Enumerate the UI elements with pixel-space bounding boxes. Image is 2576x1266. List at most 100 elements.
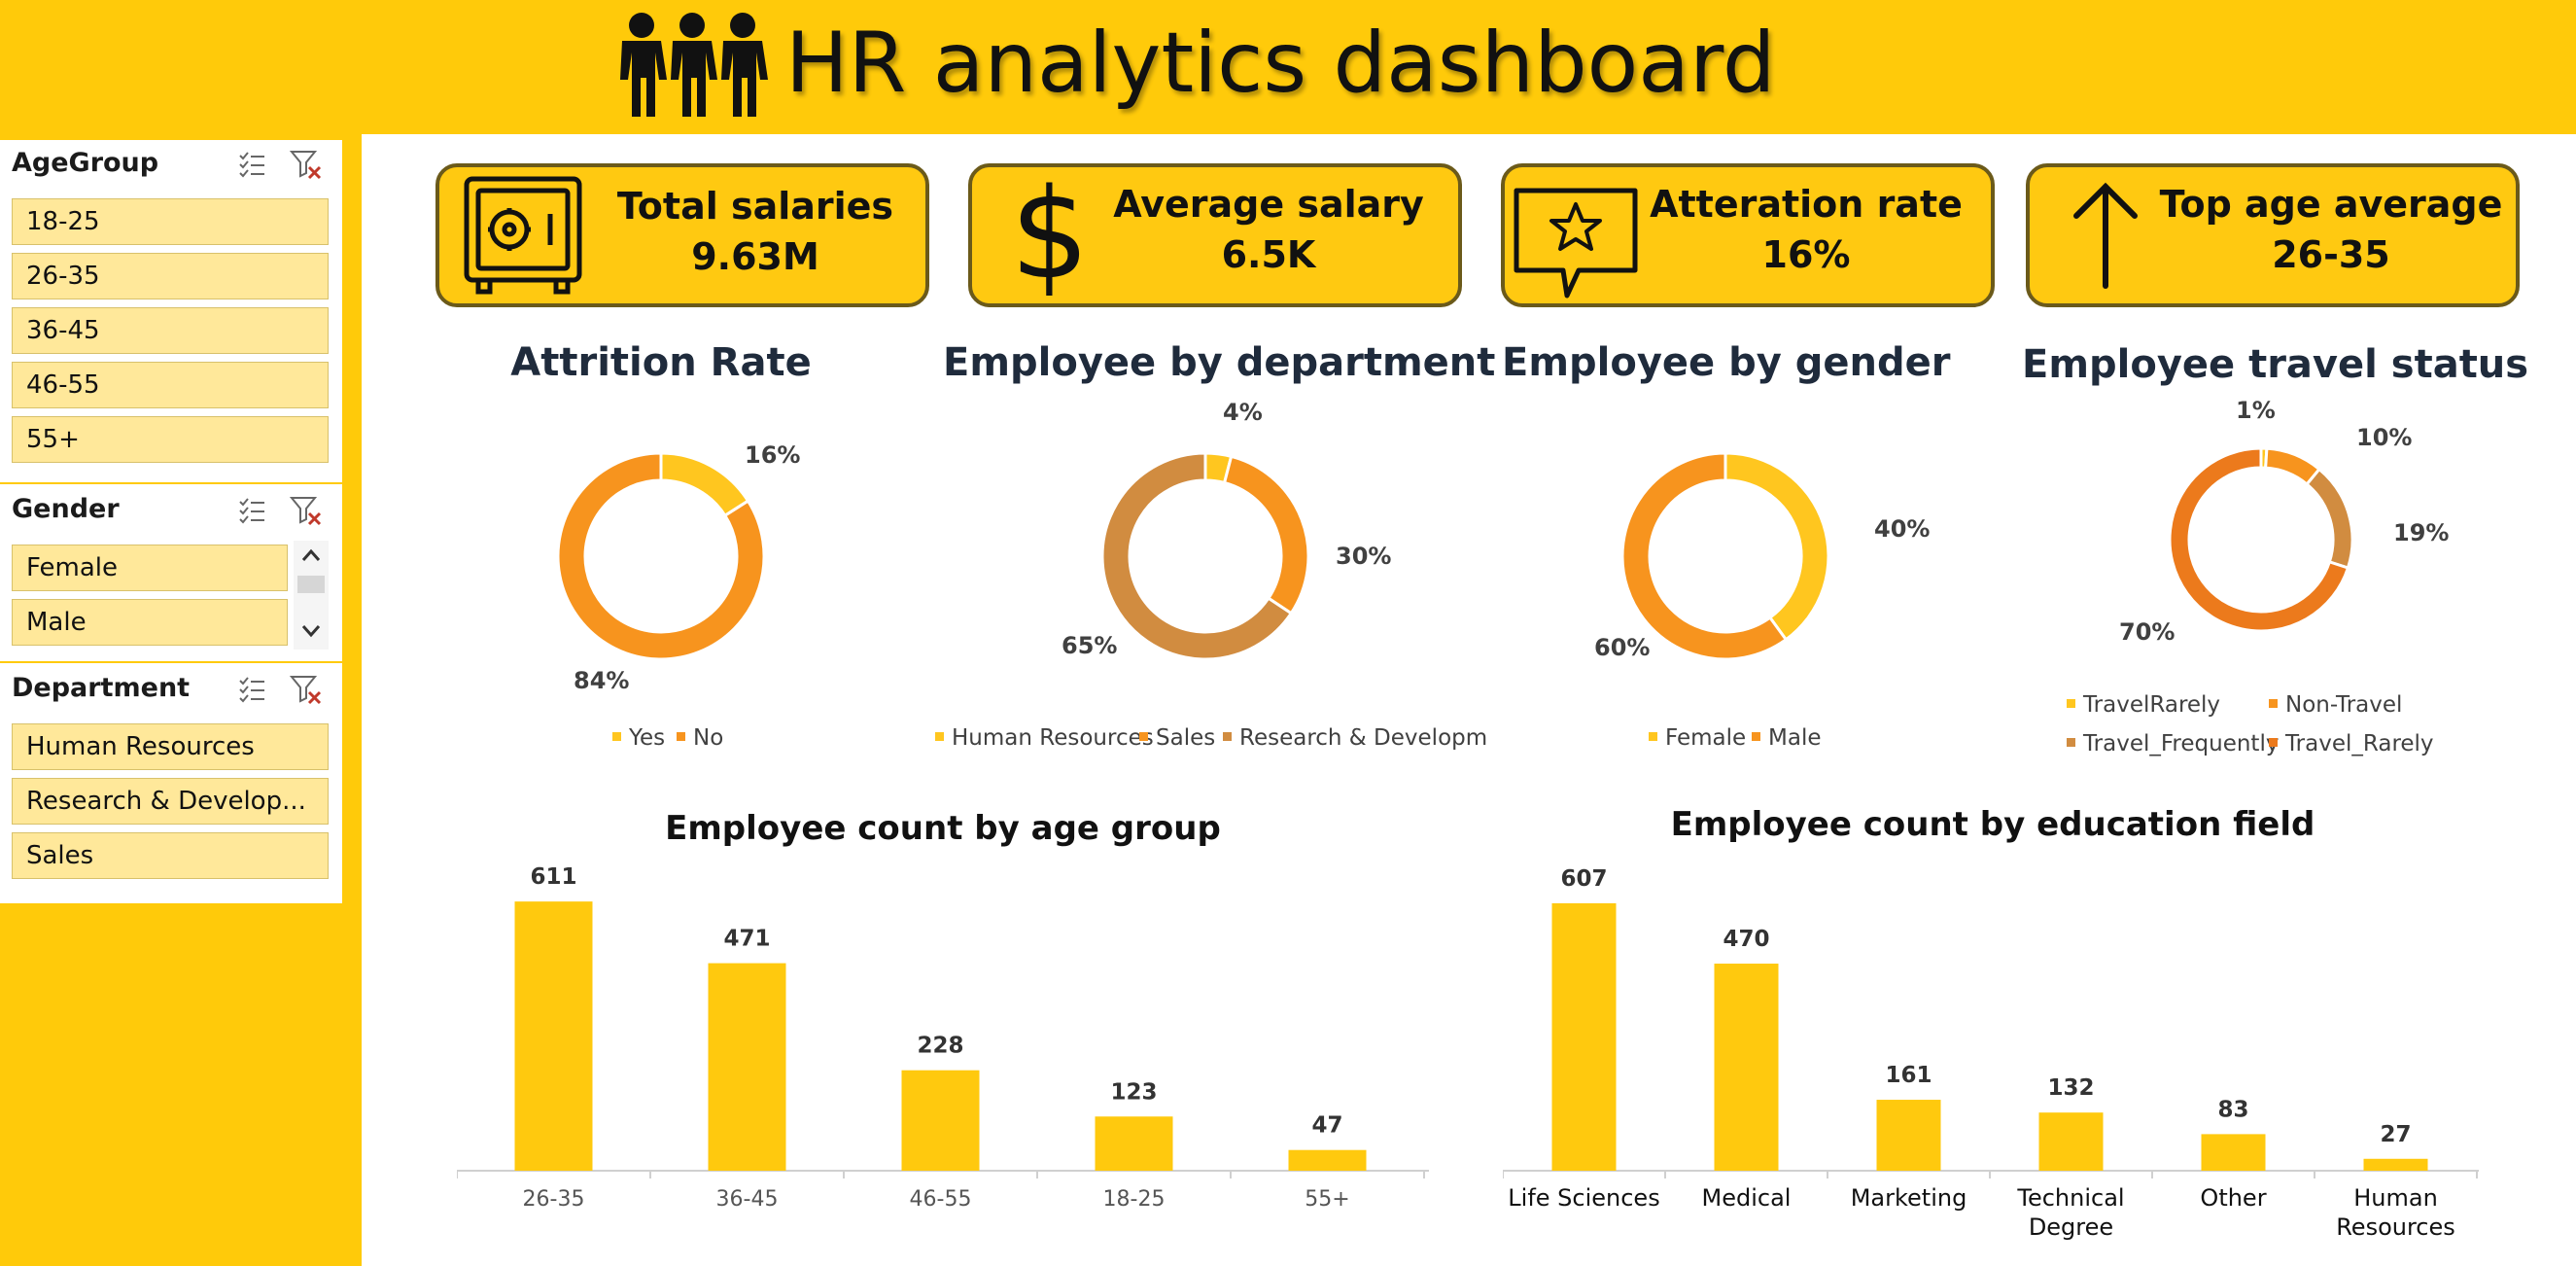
donut-slice-travel-frequently — [2305, 467, 2354, 570]
attrition-donut — [556, 451, 766, 661]
data-label: 161 — [1885, 1063, 1932, 1088]
legend-item: Travel_Frequently — [2067, 731, 2279, 756]
header-bar: HR analytics dashboard — [0, 0, 2576, 134]
tick-label: 36-45 — [716, 1187, 779, 1212]
kpi-value: 26-35 — [2272, 233, 2390, 276]
department-donut — [1100, 451, 1310, 661]
legend-item: Non-Travel — [2269, 692, 2402, 718]
scrollbar-thumb[interactable] — [297, 576, 325, 593]
multi-select-icon[interactable] — [237, 150, 266, 179]
data-label: 228 — [917, 1034, 963, 1059]
legend-swatch — [2269, 738, 2278, 747]
bar-medical — [1714, 964, 1779, 1171]
slicer-divider — [0, 661, 342, 663]
slicer-item-18-25[interactable]: 18-25 — [12, 198, 329, 245]
kpi-label: Average salary — [1113, 183, 1424, 226]
legend-label: Female — [1665, 725, 1747, 751]
legend-label: Research & Developm — [1239, 725, 1488, 751]
legend-item: Male — [1752, 725, 1821, 751]
slicer-item-human-resources[interactable]: Human Resources — [12, 723, 329, 770]
chart-title-education: Employee count by education field — [1670, 805, 2315, 844]
slicer-item-46-55[interactable]: 46-55 — [12, 362, 329, 408]
slicer-item-female[interactable]: Female — [12, 545, 288, 591]
legend-label: TravelRarely — [2083, 692, 2221, 718]
slicer-panel: AgeGroup 18-25 26-35 36-45 46-55 55+ Gen… — [0, 140, 342, 903]
clear-filter-icon[interactable] — [290, 148, 323, 181]
chart-title-age-group: Employee count by age group — [665, 809, 1221, 848]
kpi-label: Top age average — [2159, 183, 2503, 226]
data-label: 84% — [574, 667, 630, 694]
data-label: 607 — [1560, 866, 1607, 892]
data-label: 1% — [2236, 397, 2276, 424]
legend-item: TravelRarely — [2067, 692, 2220, 718]
data-label: 16% — [745, 441, 801, 469]
chart-title-attrition: Attrition Rate — [510, 340, 812, 385]
slicer-divider — [0, 482, 342, 484]
legend-item: Human Resources — [935, 725, 1154, 751]
chart-title-department: Employee by department — [943, 340, 1496, 385]
data-label: 65% — [1062, 632, 1118, 659]
data-label: 70% — [2119, 618, 2176, 646]
data-label: 4% — [1223, 399, 1263, 426]
tick-label: 18-25 — [1103, 1187, 1166, 1212]
chevron-up-icon[interactable] — [299, 546, 323, 564]
legend-item: Yes — [612, 725, 665, 751]
chart-title-travel: Employee travel status — [2022, 342, 2529, 387]
slicer-item-research-development[interactable]: Research & Develop... — [12, 778, 329, 825]
data-label: 10% — [2356, 424, 2413, 451]
slicer-item-55-plus[interactable]: 55+ — [12, 416, 329, 463]
bar-46-55 — [901, 1070, 980, 1171]
tick-label: Other — [2200, 1184, 2266, 1212]
multi-select-icon[interactable] — [237, 496, 266, 525]
kpi-total-salaries: Total salaries 9.63M — [435, 163, 929, 307]
legend-label: Travel_Rarely — [2285, 731, 2434, 756]
gender-scrollbar[interactable] — [294, 541, 329, 650]
tick-label: Life Sciences — [1508, 1184, 1659, 1212]
donut-slice-sales — [1222, 454, 1310, 615]
tick-label: Technical — [2016, 1184, 2124, 1212]
slicer-title: AgeGroup — [12, 148, 159, 178]
data-label: 470 — [1723, 927, 1769, 952]
education-bar-chart: 607 Life Sciences 470 Medical 161 Marketing 13… — [1503, 866, 2479, 1241]
clear-filter-icon[interactable] — [290, 673, 323, 706]
bar-life-sciences — [1551, 902, 1617, 1171]
kpi-value: 16% — [1761, 233, 1851, 276]
legend-label: Human Resources — [952, 725, 1154, 751]
arrow-up-icon — [2073, 182, 2138, 289]
donut-slice-no — [556, 451, 766, 661]
legend-item: No — [677, 725, 723, 751]
tick-label: 26-35 — [523, 1187, 585, 1212]
data-label: 47 — [1311, 1113, 1342, 1139]
chevron-down-icon[interactable] — [299, 622, 323, 640]
slicer-header: Gender — [12, 486, 332, 535]
data-label: 19% — [2393, 519, 2450, 546]
legend-label: Yes — [629, 725, 666, 751]
people-group-icon — [620, 13, 768, 117]
attrition-legend: Yes No — [612, 725, 729, 755]
tick-label: 46-55 — [910, 1187, 972, 1212]
kpi-label: Total salaries — [616, 185, 894, 228]
legend-swatch — [1649, 732, 1657, 741]
bar-other — [2201, 1134, 2266, 1171]
data-label: 123 — [1110, 1079, 1157, 1105]
data-label: 471 — [723, 927, 770, 952]
bar-technical-degree — [2038, 1112, 2104, 1171]
legend-swatch — [2269, 699, 2278, 708]
slicer-item-36-45[interactable]: 36-45 — [12, 307, 329, 354]
gender-legend: Female Male — [1649, 725, 1843, 755]
multi-select-icon[interactable] — [237, 675, 266, 704]
slicer-item-sales[interactable]: Sales — [12, 832, 329, 879]
travel-legend: TravelRarely Non-Travel Travel_Frequentl… — [2067, 692, 2455, 762]
data-label: 83 — [2217, 1097, 2248, 1122]
data-label: 611 — [530, 864, 576, 890]
slicer-item-male[interactable]: Male — [12, 599, 288, 646]
data-label: 27 — [2380, 1122, 2411, 1147]
data-label: 132 — [2047, 1075, 2094, 1101]
tick-label: Human — [2353, 1184, 2438, 1212]
kpi-value: 9.63M — [691, 235, 819, 278]
slicer-item-26-35[interactable]: 26-35 — [12, 253, 329, 299]
gender-slicer: Gender Female Male — [0, 486, 342, 790]
legend-item: Female — [1649, 725, 1746, 751]
clear-filter-icon[interactable] — [290, 494, 323, 527]
gender-donut — [1620, 451, 1830, 661]
